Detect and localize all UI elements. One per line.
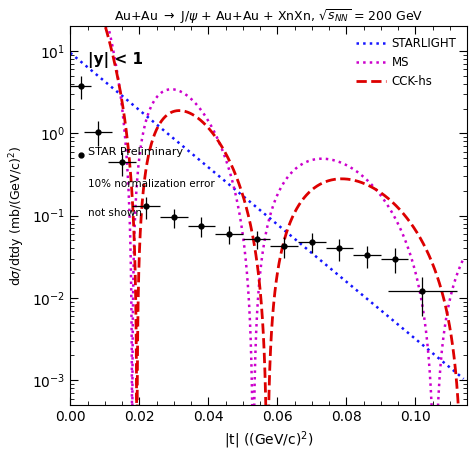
Text: not shown: not shown — [88, 207, 142, 218]
CCK-hs — [323, 179, 329, 184]
Title: Au+Au $\rightarrow$ J/$\psi$ + Au+Au + XnXn, $\sqrt{s_{NN}}$ = 200 GeV: Au+Au $\rightarrow$ J/$\psi$ + Au+Au + X… — [114, 7, 423, 26]
STARLIGHT — [361, 294, 366, 299]
MS — [139, 138, 145, 143]
Line: MS: MS — [70, 0, 464, 458]
MS — [361, 174, 367, 180]
CCK-hs — [218, 142, 223, 147]
CCK-hs — [361, 180, 366, 186]
Legend: STARLIGHT, MS, CCK-hs: STARLIGHT, MS, CCK-hs — [351, 32, 461, 93]
STARLIGHT — [67, 50, 73, 55]
STARLIGHT — [218, 174, 223, 180]
CCK-hs — [391, 201, 397, 206]
CCK-hs — [303, 193, 309, 198]
MS — [218, 143, 223, 148]
STARLIGHT — [461, 376, 466, 382]
Line: CCK-hs: CCK-hs — [70, 0, 464, 458]
STARLIGHT — [323, 262, 329, 267]
Text: STAR Preliminary: STAR Preliminary — [88, 147, 182, 157]
Text: |y| < 1: |y| < 1 — [88, 52, 143, 68]
Y-axis label: d$\sigma$/dtdy (mb/(GeV/c)$^2$): d$\sigma$/dtdy (mb/(GeV/c)$^2$) — [7, 146, 27, 286]
X-axis label: |t| ((GeV/c)$^2$): |t| ((GeV/c)$^2$) — [224, 430, 313, 451]
STARLIGHT — [139, 109, 145, 115]
MS — [303, 159, 309, 165]
MS — [391, 213, 397, 218]
STARLIGHT — [303, 245, 309, 251]
STARLIGHT — [391, 318, 397, 324]
MS — [461, 256, 466, 261]
MS — [323, 156, 329, 162]
CCK-hs — [139, 206, 145, 211]
Text: 10% normalization error: 10% normalization error — [88, 180, 214, 190]
Line: STARLIGHT: STARLIGHT — [70, 53, 464, 379]
